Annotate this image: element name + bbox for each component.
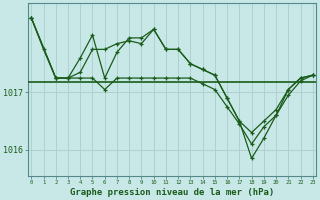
X-axis label: Graphe pression niveau de la mer (hPa): Graphe pression niveau de la mer (hPa) [70, 188, 274, 197]
